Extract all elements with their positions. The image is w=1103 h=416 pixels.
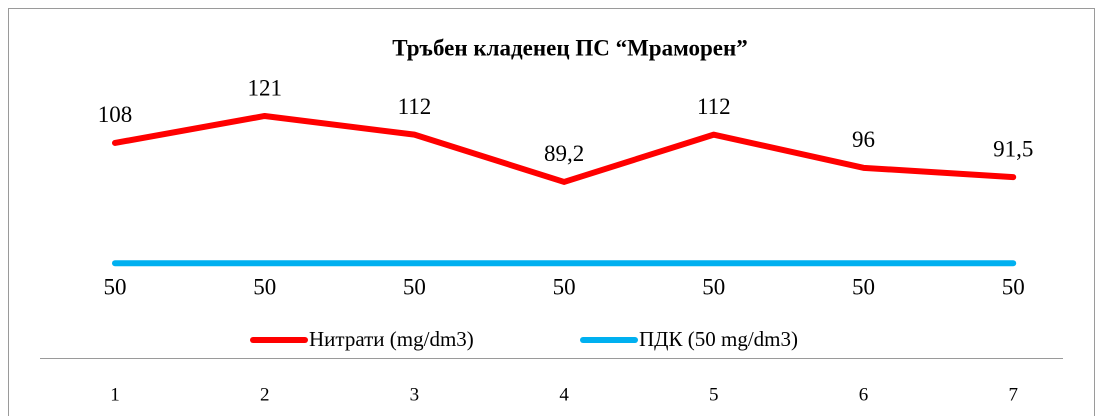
series-line (112, 112, 1017, 185)
data-label: 121 (247, 75, 282, 100)
data-label: 50 (852, 275, 875, 300)
data-label: 50 (104, 275, 127, 300)
x-tick-label: 3 (410, 384, 420, 405)
data-label: 112 (697, 94, 731, 119)
data-label: 50 (253, 275, 276, 300)
x-tick-label: 7 (1008, 384, 1018, 405)
data-label: 89,2 (544, 141, 584, 166)
data-label: 108 (98, 102, 133, 127)
data-label: 91,5 (993, 136, 1033, 161)
data-label: 50 (553, 275, 576, 300)
chart-title: Тръбен кладенец ПС “Мраморен” (392, 35, 747, 60)
data-label: 112 (398, 94, 432, 119)
legend-label: ПДК (50 mg/dm3) (639, 327, 798, 351)
data-label: 96 (852, 127, 875, 152)
data-label: 50 (1002, 275, 1025, 300)
x-tick-label: 5 (709, 384, 719, 405)
legend-label: Нитрати (mg/dm3) (309, 327, 474, 351)
x-tick-label: 2 (260, 384, 270, 405)
x-tick-label: 6 (859, 384, 869, 405)
chart-border (8, 8, 1095, 416)
x-tick-label: 4 (559, 384, 569, 405)
x-tick-label: 1 (110, 384, 120, 405)
data-label: 50 (403, 275, 426, 300)
data-label: 50 (702, 275, 725, 300)
